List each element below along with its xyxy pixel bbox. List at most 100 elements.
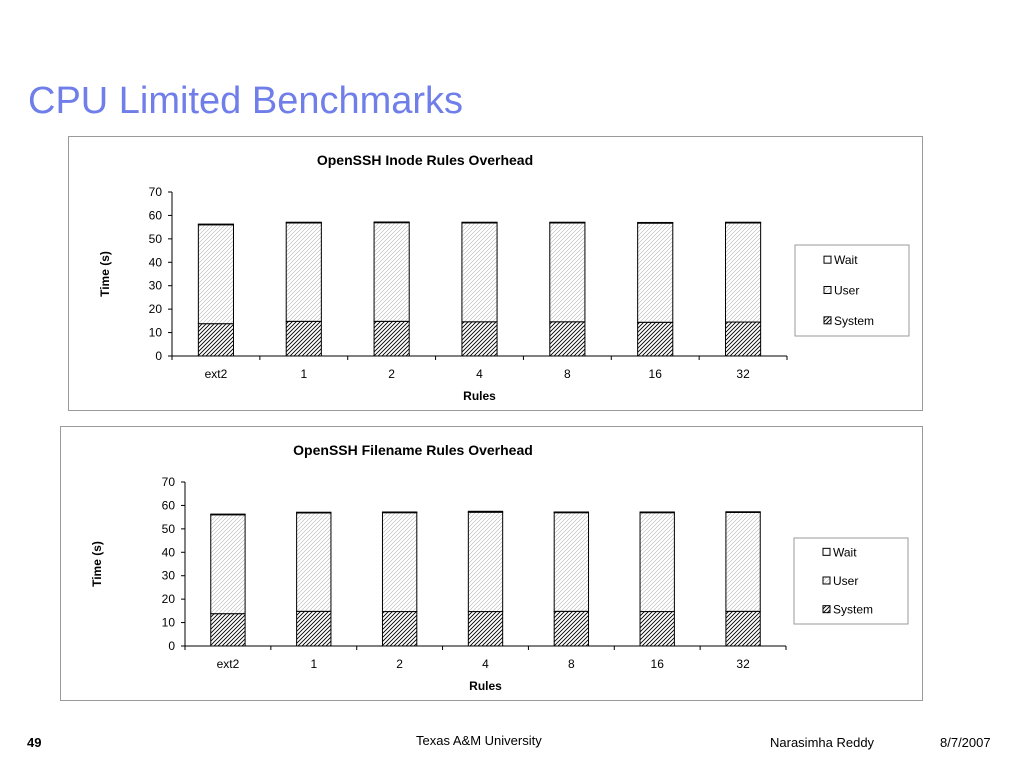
bar-wait-2	[381, 511, 418, 514]
slide-title: CPU Limited Benchmarks	[28, 80, 464, 122]
bar-system-2	[373, 320, 410, 357]
legend-label-wait: Wait	[833, 545, 857, 559]
bar-wait-ext2	[210, 513, 246, 516]
bar-wait-1	[285, 221, 322, 224]
y-tick-label: 20	[162, 592, 176, 606]
filename-rules-chart-svg: OpenSSH Filename Rules Overhead 0 10 20 30 40…	[90, 442, 909, 693]
bar-user-2	[381, 512, 418, 613]
bar-system-2	[381, 611, 418, 647]
legend-swatch-wait	[822, 547, 831, 556]
bar-system-32	[725, 321, 762, 357]
y-tick-label: 30	[162, 569, 176, 583]
inode-rules-chart: OpenSSH Inode Rules Overhead 0 10 20 30 40 50 6…	[68, 136, 923, 411]
legend-label-user: User	[834, 284, 859, 298]
y-axis-label: Time (s)	[98, 251, 112, 297]
bar-system-4	[461, 321, 498, 357]
y-tick-label: 60	[162, 498, 176, 512]
x-tick-label: 32	[736, 657, 750, 671]
x-axis-label: Rules	[469, 679, 502, 693]
y-tick-label: 10	[162, 616, 176, 630]
x-tick-label: 16	[651, 657, 665, 671]
x-tick-label: 8	[564, 367, 571, 381]
bar-wait-1	[296, 511, 332, 514]
legend-label-system: System	[833, 603, 873, 617]
x-tick-label: 1	[310, 657, 317, 671]
bar-user-1	[296, 512, 332, 612]
bar-user-8	[549, 222, 586, 323]
bar-user-16	[639, 512, 675, 613]
bar-user-ext2	[210, 514, 246, 615]
bar-wait-16	[639, 511, 675, 514]
bar-wait-16	[637, 221, 674, 224]
bar-wait-2	[373, 221, 410, 224]
bar-wait-4	[461, 221, 498, 224]
bar-system-4	[467, 611, 504, 647]
legend-label-system: System	[834, 314, 874, 328]
bar-user-1	[285, 222, 322, 322]
bar-user-16	[637, 222, 674, 323]
x-tick-label: 1	[300, 367, 307, 381]
legend-swatch-wait	[823, 255, 832, 264]
bar-wait-8	[553, 511, 590, 514]
inode-rules-chart-svg: OpenSSH Inode Rules Overhead 0 10 20 30 40 50 6…	[98, 152, 910, 403]
footer-author: Narasimha Reddy	[770, 735, 875, 750]
x-axis-label: Rules	[463, 389, 496, 403]
bar-user-8	[553, 512, 590, 612]
legend-label-user: User	[833, 574, 858, 588]
legend-box	[793, 537, 909, 625]
bar-system-ext2	[210, 613, 246, 647]
y-tick-label: 60	[149, 208, 163, 222]
bar-user-ext2	[197, 224, 235, 325]
bar-system-16	[639, 611, 675, 647]
bar-system-16	[637, 321, 674, 357]
x-tick-label: 32	[736, 367, 750, 381]
bar-wait-8	[549, 221, 586, 224]
y-tick-label: 10	[149, 326, 163, 340]
x-tick-label: ext2	[205, 367, 228, 381]
y-tick-label: 0	[155, 349, 162, 363]
bar-system-ext2	[197, 323, 235, 357]
legend-box	[794, 244, 910, 337]
bar-system-8	[553, 610, 590, 647]
bar-system-32	[725, 610, 761, 647]
bar-user-4	[467, 511, 504, 613]
x-tick-label: 2	[388, 367, 395, 381]
bar-user-32	[725, 511, 761, 612]
x-tick-label: ext2	[217, 657, 240, 671]
chart-title: OpenSSH Filename Rules Overhead	[293, 442, 533, 458]
bar-system-1	[296, 610, 332, 647]
y-tick-label: 40	[162, 545, 176, 559]
x-tick-label: 4	[482, 657, 489, 671]
x-tick-label: 16	[649, 367, 663, 381]
bar-wait-32	[725, 511, 761, 513]
y-tick-label: 70	[149, 185, 163, 199]
bar-user-32	[725, 222, 762, 323]
y-tick-label: 70	[162, 475, 176, 489]
page-number: 49	[27, 735, 42, 750]
y-tick-label: 20	[149, 302, 163, 316]
bar-system-8	[549, 321, 586, 357]
legend-swatch-user	[822, 576, 831, 585]
legend-swatch-system	[823, 316, 832, 325]
y-tick-label: 0	[168, 639, 175, 653]
filename-rules-chart: OpenSSH Filename Rules Overhead 0 10 20 30 40…	[60, 426, 923, 701]
bar-user-4	[461, 222, 498, 323]
chart-title: OpenSSH Inode Rules Overhead	[317, 152, 533, 168]
bar-wait-4	[467, 510, 504, 513]
y-tick-label: 50	[162, 522, 176, 536]
y-tick-label: 30	[149, 279, 163, 293]
footer-date: 8/7/2007	[940, 735, 991, 750]
bar-user-2	[373, 222, 410, 322]
bar-wait-ext2	[197, 223, 235, 226]
x-tick-label: 4	[476, 367, 483, 381]
x-tick-label: 8	[568, 657, 575, 671]
legend-label-wait: Wait	[834, 253, 858, 267]
y-tick-label: 50	[149, 232, 163, 246]
y-axis-label: Time (s)	[90, 541, 104, 587]
legend-swatch-system	[822, 605, 831, 614]
bar-system-1	[285, 320, 322, 357]
footer-organization: Texas A&M University	[416, 733, 542, 748]
legend-swatch-user	[823, 286, 832, 294]
x-tick-label: 2	[396, 657, 403, 671]
bar-wait-32	[725, 221, 762, 224]
